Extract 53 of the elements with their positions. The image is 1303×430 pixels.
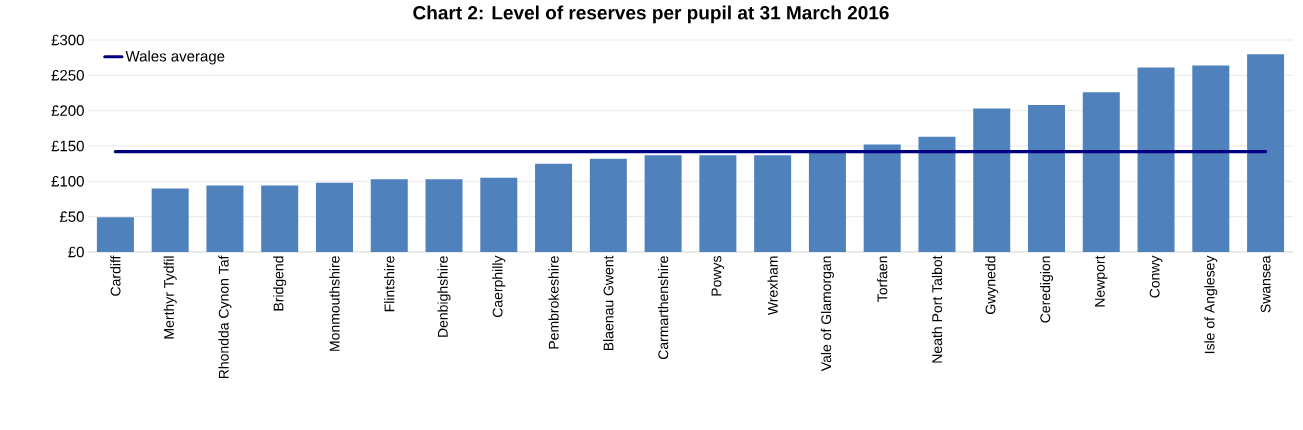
bar: [1137, 67, 1175, 252]
bar: [973, 108, 1011, 252]
y-tick-label: £250: [51, 70, 84, 81]
x-tick-label: Newport: [1095, 255, 1108, 307]
x-tick-label: Flintshire: [384, 256, 395, 312]
x-tick-label: Blaenau Gwent: [603, 255, 614, 351]
y-tick-label: £50: [59, 211, 84, 222]
bar: [96, 217, 134, 252]
bar: [644, 155, 682, 252]
bar: [589, 158, 627, 252]
x-tick-label: Swansea: [1260, 255, 1271, 313]
x-tick-label: Merthyr Tydfil: [163, 256, 177, 339]
bar: [918, 136, 956, 252]
y-tick-label: £150: [51, 140, 84, 152]
x-tick-label: Rhondda Cynon Taf: [218, 255, 232, 379]
y-tick-label: £100: [51, 176, 84, 187]
legend-label: Wales average: [125, 50, 225, 65]
bar: [315, 182, 353, 252]
x-tick-label: Denbighshire: [437, 256, 451, 337]
y-tick-label: £0: [68, 246, 84, 258]
bar: [808, 152, 846, 252]
bar: [863, 144, 901, 252]
bar: [1082, 92, 1120, 252]
bar: [206, 185, 244, 252]
x-tick-label: Gwynedd: [985, 256, 999, 314]
y-tick-label: £300: [51, 34, 84, 46]
x-tick-label: Ceredigion: [1039, 256, 1054, 323]
bar: [1028, 105, 1065, 252]
x-tick-label: Bridgend: [273, 256, 287, 311]
x-tick-label: Wrexham: [767, 256, 778, 316]
x-tick-label: Pembrokeshire: [548, 256, 559, 349]
bar: [535, 163, 573, 252]
bar: [261, 185, 299, 252]
x-tick-label: Caerphilly: [492, 255, 506, 318]
bar: [754, 155, 792, 252]
bar: [480, 177, 518, 252]
x-tick-label: Cardiff: [110, 255, 121, 296]
x-tick-label: Carmarthenshire: [657, 256, 669, 360]
x-tick-label: Torfaen: [877, 256, 888, 302]
chart-title: Chart 2: Level of reserves per pupil at 31 March 2016: [413, 5, 889, 24]
y-tick-label: £200: [51, 105, 84, 116]
x-tick-label: Conwy: [1149, 255, 1163, 298]
x-tick-label: Neath Port Talbot: [931, 255, 943, 363]
x-tick-label: Powys: [711, 256, 725, 296]
bar: [699, 155, 737, 252]
bar: [425, 179, 463, 252]
bar: [370, 179, 408, 252]
x-tick-label: Isle of Anglesey: [1204, 255, 1218, 354]
x-tick-label: Monmouthshire: [329, 256, 340, 351]
x-tick-label: Vale of Glamorgan: [820, 256, 834, 372]
bar: [151, 188, 189, 252]
bar: [1192, 65, 1230, 252]
bar: [1247, 54, 1285, 252]
